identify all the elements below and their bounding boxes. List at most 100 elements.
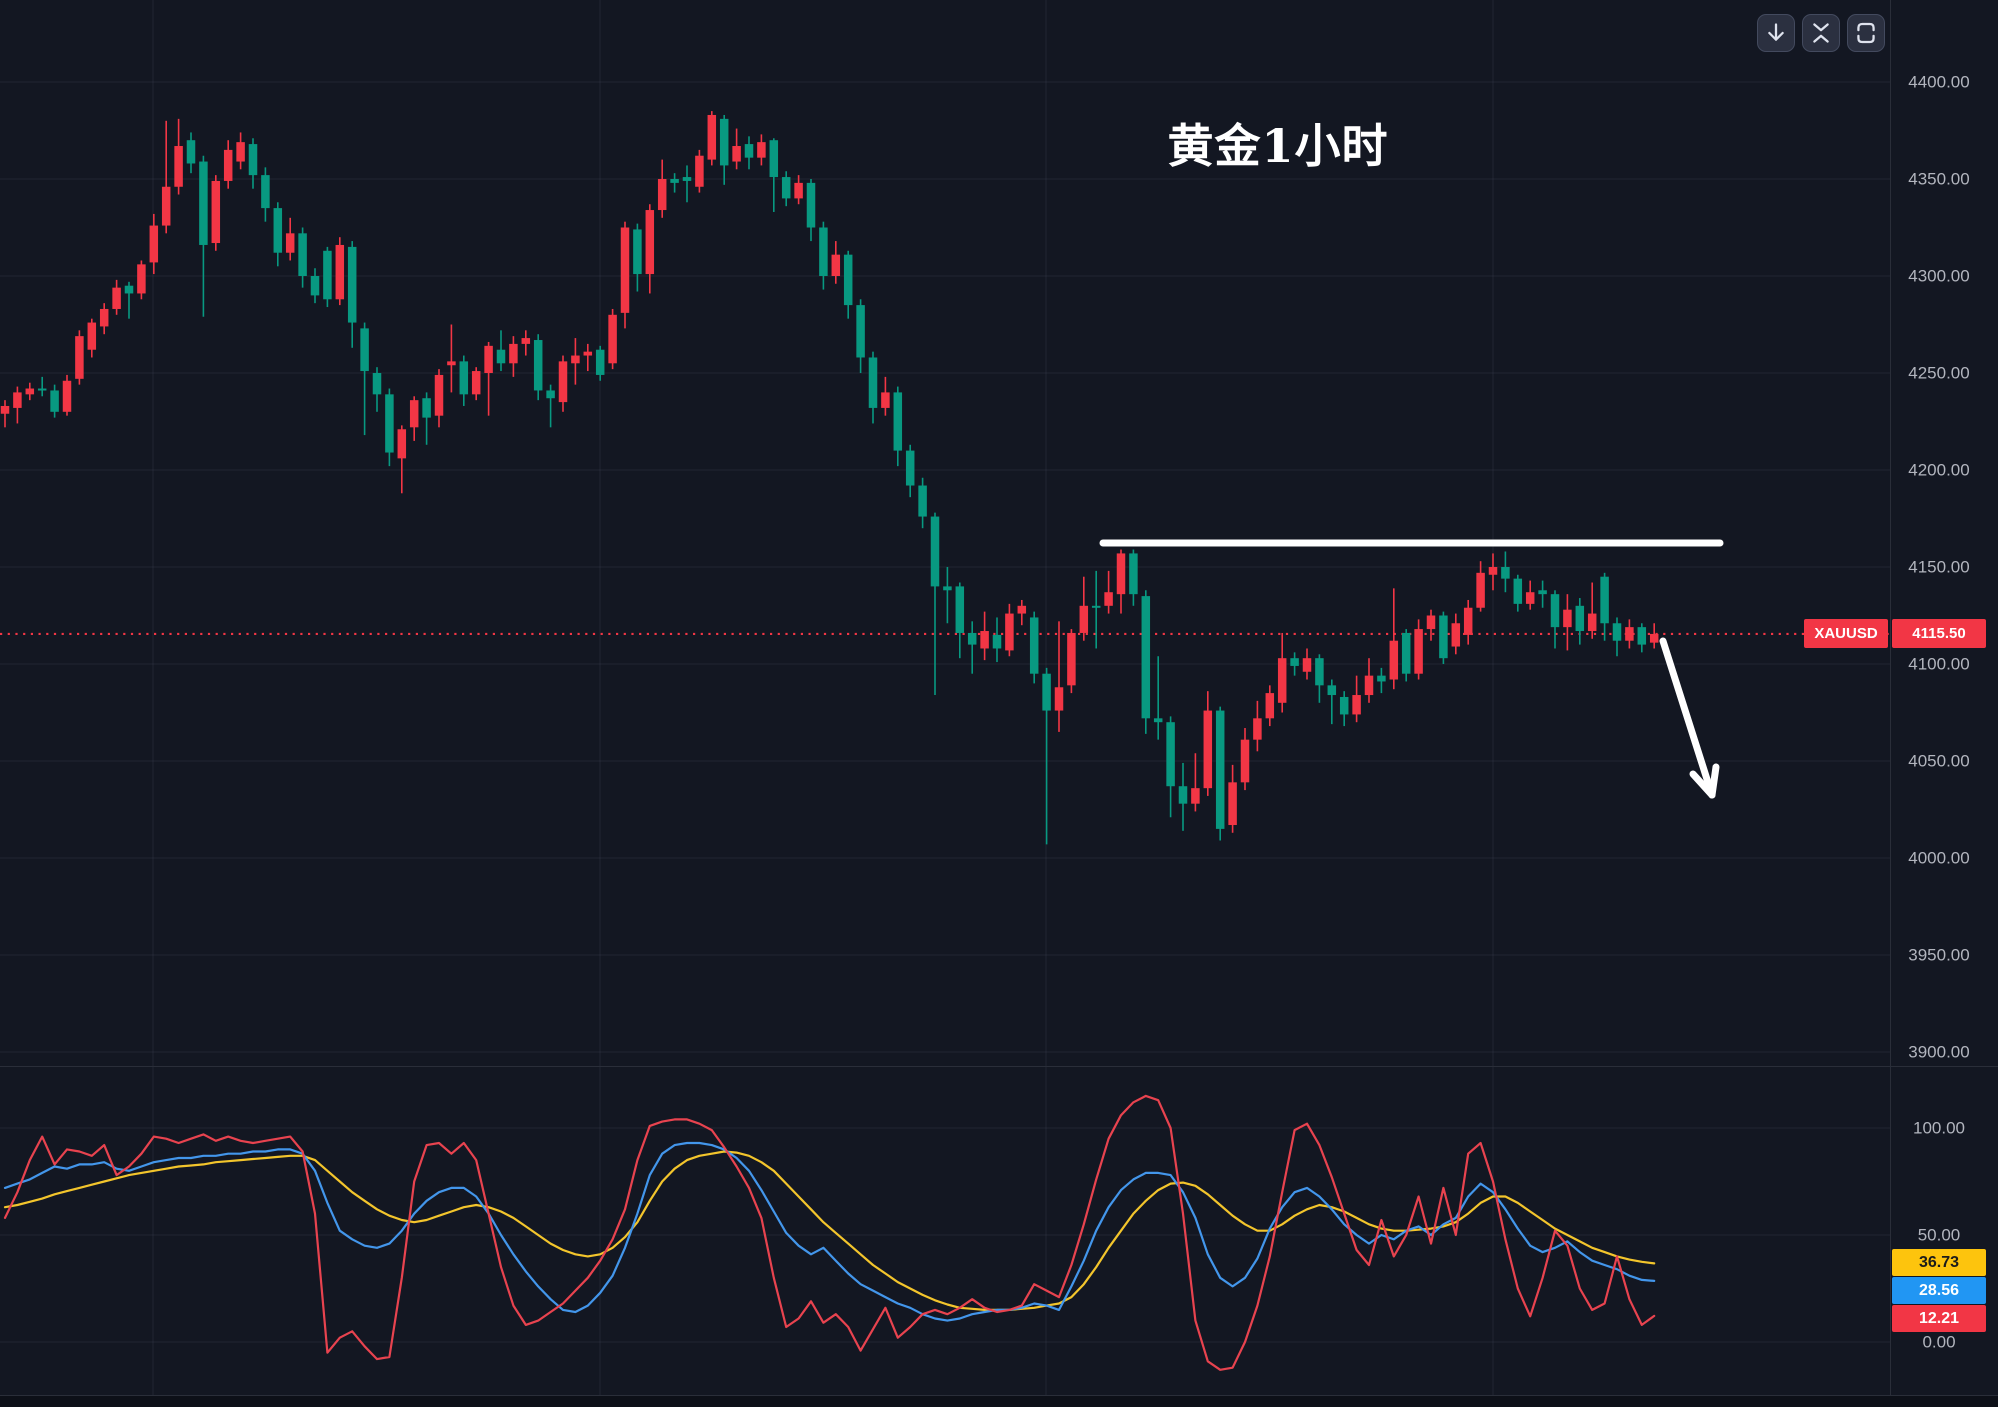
candle-body — [13, 392, 22, 408]
candle-body — [1277, 658, 1287, 703]
candle-body — [285, 233, 295, 253]
candle-body — [769, 140, 779, 178]
candle-body — [1091, 605, 1101, 608]
candle-body — [422, 398, 431, 418]
candle-body — [1153, 718, 1163, 723]
candlestick-series — [0, 111, 1659, 845]
candle-body — [1017, 605, 1027, 614]
candle-body — [1228, 782, 1237, 826]
candle-body — [1463, 607, 1473, 635]
candle-body — [186, 140, 196, 164]
candle-body — [1166, 722, 1175, 787]
candle-body — [881, 392, 890, 408]
time-axis-strip[interactable] — [0, 1395, 1998, 1407]
pane-divider[interactable] — [0, 1066, 1998, 1067]
candle-body — [261, 175, 270, 209]
candle-body — [459, 361, 469, 395]
axis-labels[interactable]: 4400.00 4350.00 4300.00 4250.00 4200.00 4150.… — [1908, 73, 1969, 1352]
candle-body — [87, 322, 97, 350]
candle-body — [930, 516, 940, 587]
candle-body — [843, 254, 853, 306]
candle-body — [137, 264, 146, 294]
fullscreen-button[interactable] — [1847, 14, 1885, 52]
candle-body — [496, 349, 506, 364]
candle-body — [1042, 673, 1051, 711]
candle-body — [1104, 592, 1113, 606]
candle-body — [744, 144, 754, 158]
candle-body — [1389, 640, 1399, 680]
candle-body — [1315, 658, 1324, 686]
candle-body — [25, 388, 35, 395]
candle-body — [1029, 617, 1039, 674]
candle-body — [719, 118, 729, 166]
collapse-icon — [1813, 23, 1829, 43]
price-axis-label: 4300.00 — [1908, 267, 1969, 286]
candle-body — [75, 336, 84, 379]
kdj-d-value-badge: 36.73 — [1892, 1249, 1986, 1276]
candle-body — [1426, 615, 1436, 630]
price-axis-label: 4000.00 — [1908, 849, 1969, 868]
candle-body — [645, 210, 655, 275]
candle-body — [385, 394, 394, 453]
candle-body — [1302, 658, 1312, 672]
candle-body — [1587, 613, 1597, 632]
candle-body — [1327, 685, 1337, 696]
candle-body — [1067, 632, 1076, 686]
candle-body — [682, 177, 692, 181]
candle-body — [1513, 578, 1523, 604]
candle-body — [670, 179, 679, 183]
candle-body — [1476, 572, 1485, 608]
down-arrow-shaft[interactable] — [1659, 637, 1716, 799]
candle-body — [1116, 553, 1126, 595]
candle-body — [521, 338, 531, 344]
candle-body — [955, 586, 965, 633]
price-axis-label: 4100.00 — [1908, 655, 1969, 674]
candle-body — [608, 314, 617, 364]
fullscreen-icon — [1857, 22, 1875, 44]
candle-body — [372, 373, 382, 395]
candle-body — [509, 343, 518, 364]
candle-body — [211, 180, 221, 244]
price-line-symbol-flag: XAUUSD — [1804, 619, 1888, 648]
candle-body — [434, 374, 444, 416]
candle-body — [546, 390, 555, 399]
candle-body — [310, 276, 320, 296]
candle-body — [471, 371, 481, 395]
collapse-button[interactable] — [1802, 14, 1840, 52]
candle-body — [1141, 596, 1151, 719]
candle-body — [50, 390, 59, 412]
gridlines — [0, 0, 1890, 1395]
chart-title: 黄金1小时 — [1167, 119, 1389, 173]
candle-body — [1265, 693, 1275, 719]
candle-body — [1339, 696, 1349, 715]
candle-body — [1625, 627, 1634, 641]
candle-body — [62, 380, 72, 412]
candle-body — [819, 227, 828, 276]
candle-body — [1501, 567, 1510, 579]
candle-body — [409, 400, 419, 428]
candle-body — [918, 485, 927, 517]
candle-body — [360, 328, 369, 372]
candle-body — [657, 179, 667, 211]
price-line-value-flag: 4115.50 — [1892, 619, 1986, 648]
osc-axis-label: 0.00 — [1922, 1333, 1955, 1352]
candle-body — [161, 186, 171, 226]
candle-body — [1129, 553, 1138, 595]
candle-body — [533, 340, 543, 391]
candle-body — [1525, 592, 1535, 604]
candle-body — [1215, 710, 1225, 829]
candle-body — [248, 144, 258, 176]
candle-body — [806, 182, 816, 228]
download-button[interactable] — [1757, 14, 1795, 52]
candle-body — [323, 250, 332, 300]
down-arrow-head — [1689, 770, 1716, 799]
candle-body — [1079, 605, 1089, 633]
candle-body — [447, 361, 456, 366]
candle-body — [583, 351, 593, 356]
candle-body — [757, 142, 766, 158]
kdj-j-value-badge: 12.21 — [1892, 1305, 1986, 1332]
candle-body — [980, 631, 989, 649]
kdj-indicator-lines — [3, 1094, 1656, 1371]
candle-body — [1550, 594, 1560, 628]
